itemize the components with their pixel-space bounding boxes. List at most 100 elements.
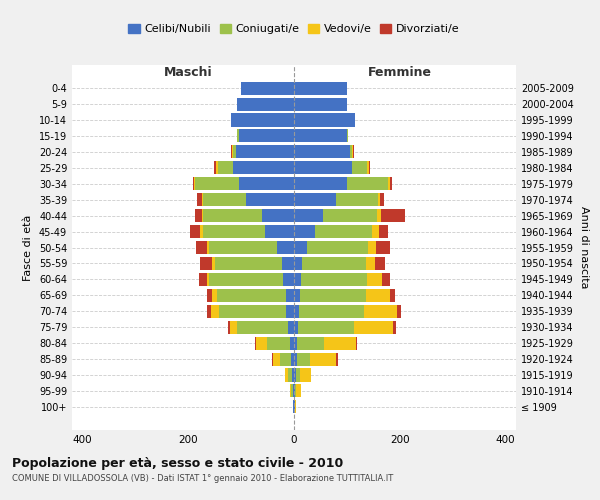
Bar [237,98,294,110]
Bar [352,146,353,158]
Bar [294,352,296,366]
Bar [266,336,290,349]
Bar [324,336,356,349]
Text: Popolazione per età, sesso e stato civile - 2010: Popolazione per età, sesso e stato civil… [12,458,343,470]
Bar [197,193,202,206]
Bar [231,146,232,158]
Bar [209,241,277,254]
Bar [367,162,368,174]
Bar [296,368,300,382]
Bar [294,162,352,174]
Bar [230,320,238,334]
Bar [280,352,292,366]
Bar [218,162,233,174]
Bar [207,241,209,254]
Bar [209,273,283,286]
Bar [241,82,294,94]
Text: Femmine: Femmine [368,66,432,78]
Bar [202,209,203,222]
Bar [274,352,280,366]
Bar [292,368,294,382]
Bar [288,368,292,382]
Text: COMUNE DI VILLADOSSOLA (VB) - Dati ISTAT 1° gennaio 2010 - Elaborazione TUTTITAL: COMUNE DI VILLADOSSOLA (VB) - Dati ISTAT… [12,474,393,483]
Bar [390,289,395,302]
Bar [229,320,230,334]
Bar [294,225,315,238]
Bar [294,257,302,270]
Bar [376,241,389,254]
Bar [283,257,294,270]
Bar [286,304,294,318]
Legend: Celibi/Nubili, Coniugati/e, Vedovi/e, Divorziati/e: Celibi/Nubili, Coniugati/e, Vedovi/e, Di… [124,20,464,39]
Bar [379,225,388,238]
Bar [349,146,352,158]
Bar [294,130,347,142]
Bar [292,384,293,398]
Bar [290,336,294,349]
Bar [298,320,354,334]
Bar [196,241,207,254]
Bar [211,304,220,318]
Bar [397,304,401,318]
Bar [394,320,396,334]
Bar [215,257,283,270]
Bar [347,177,388,190]
Bar [220,304,286,318]
Bar [377,193,380,206]
Bar [293,384,294,398]
Bar [208,289,212,302]
Bar [285,368,288,382]
Bar [195,177,239,190]
Bar [294,304,299,318]
Y-axis label: Fasce di età: Fasce di età [23,214,33,280]
Bar [239,130,294,142]
Bar [294,384,295,398]
Bar [212,257,215,270]
Bar [294,114,355,126]
Bar [294,368,296,382]
Bar [217,289,286,302]
Text: Maschi: Maschi [164,66,212,78]
Bar [294,289,301,302]
Bar [294,209,323,222]
Bar [294,320,298,334]
Bar [202,193,203,206]
Bar [238,320,287,334]
Bar [301,273,367,286]
Bar [296,352,310,366]
Bar [347,130,348,142]
Bar [377,209,381,222]
Bar [239,177,294,190]
Bar [272,352,274,366]
Bar [315,225,372,238]
Bar [262,209,294,222]
Bar [294,241,307,254]
Bar [193,177,194,190]
Bar [232,146,233,158]
Bar [301,289,367,302]
Bar [294,177,347,190]
Bar [296,384,301,398]
Bar [390,177,392,190]
Bar [200,257,212,270]
Bar [207,304,211,318]
Bar [368,241,376,254]
Bar [323,209,377,222]
Bar [290,384,292,398]
Bar [296,336,324,349]
Bar [194,177,195,190]
Bar [190,225,200,238]
Bar [294,98,347,110]
Bar [336,193,377,206]
Bar [256,336,266,349]
Bar [212,289,217,302]
Bar [277,241,294,254]
Bar [283,273,294,286]
Bar [294,146,349,158]
Bar [352,162,367,174]
Bar [367,273,382,286]
Bar [214,162,216,174]
Bar [255,336,256,349]
Bar [295,384,296,398]
Bar [199,273,207,286]
